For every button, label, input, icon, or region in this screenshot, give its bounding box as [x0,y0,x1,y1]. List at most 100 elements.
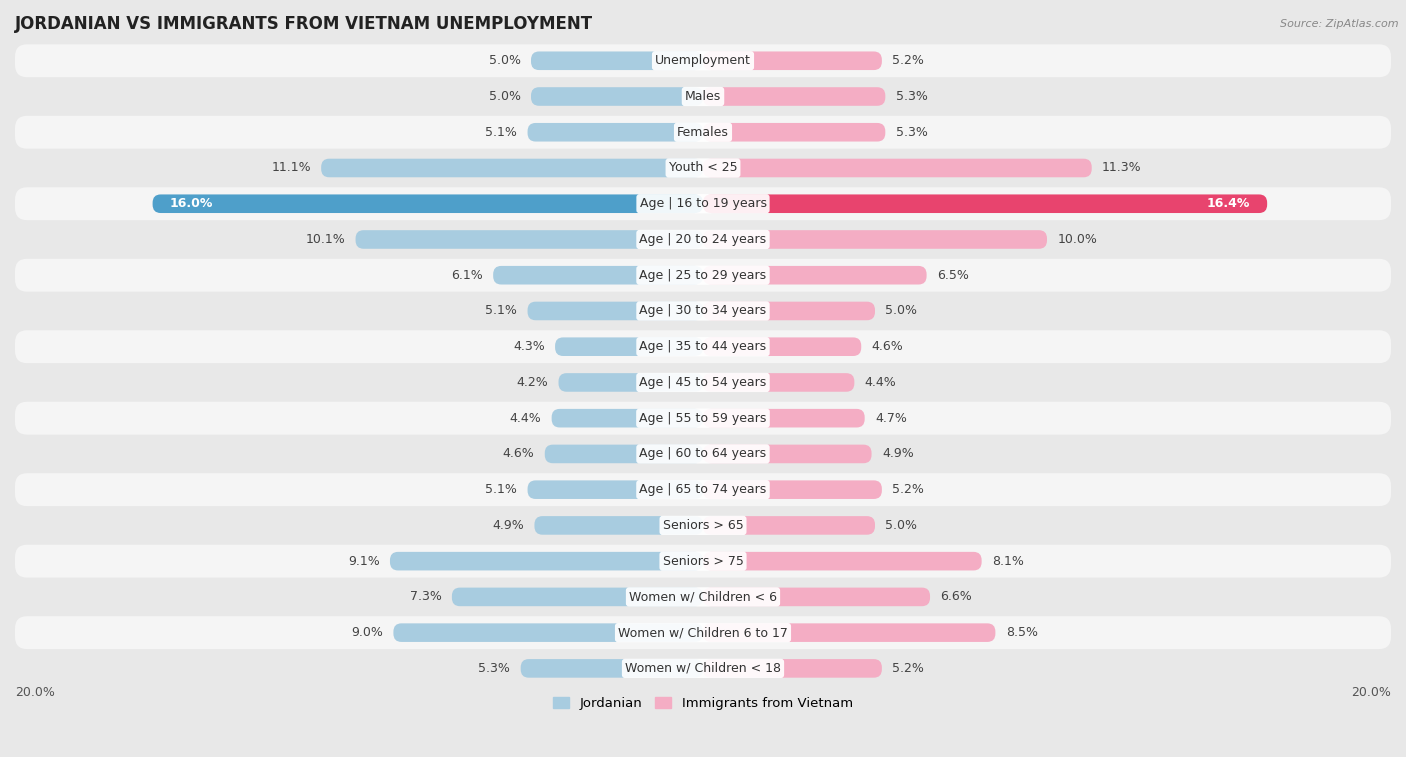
Text: 7.3%: 7.3% [409,590,441,603]
FancyBboxPatch shape [494,266,703,285]
FancyBboxPatch shape [15,652,1391,685]
Text: 5.2%: 5.2% [893,55,924,67]
FancyBboxPatch shape [15,330,1391,363]
Text: Females: Females [678,126,728,139]
FancyBboxPatch shape [394,623,703,642]
Text: Age | 60 to 64 years: Age | 60 to 64 years [640,447,766,460]
Text: 5.0%: 5.0% [489,90,520,103]
FancyBboxPatch shape [703,373,855,391]
Text: 5.2%: 5.2% [893,662,924,675]
FancyBboxPatch shape [527,302,703,320]
Text: 6.5%: 6.5% [936,269,969,282]
FancyBboxPatch shape [703,338,862,356]
Text: 10.1%: 10.1% [305,233,346,246]
Text: 5.3%: 5.3% [896,126,928,139]
FancyBboxPatch shape [153,195,703,213]
Text: 4.2%: 4.2% [516,376,548,389]
FancyBboxPatch shape [703,302,875,320]
FancyBboxPatch shape [451,587,703,606]
Text: 4.9%: 4.9% [492,519,524,532]
Text: Age | 30 to 34 years: Age | 30 to 34 years [640,304,766,317]
FancyBboxPatch shape [703,659,882,678]
Text: 8.5%: 8.5% [1005,626,1038,639]
Text: Seniors > 75: Seniors > 75 [662,555,744,568]
Text: 20.0%: 20.0% [15,687,55,699]
FancyBboxPatch shape [551,409,703,428]
Text: 11.3%: 11.3% [1102,161,1142,174]
Text: 16.0%: 16.0% [170,198,214,210]
Text: 6.6%: 6.6% [941,590,972,603]
Text: 5.1%: 5.1% [485,126,517,139]
Text: Age | 16 to 19 years: Age | 16 to 19 years [640,198,766,210]
FancyBboxPatch shape [520,659,703,678]
FancyBboxPatch shape [703,195,1267,213]
Text: Age | 25 to 29 years: Age | 25 to 29 years [640,269,766,282]
FancyBboxPatch shape [703,266,927,285]
FancyBboxPatch shape [558,373,703,391]
Text: 5.1%: 5.1% [485,483,517,496]
FancyBboxPatch shape [15,116,1391,148]
Text: Age | 45 to 54 years: Age | 45 to 54 years [640,376,766,389]
FancyBboxPatch shape [703,444,872,463]
FancyBboxPatch shape [15,45,1391,77]
Text: Unemployment: Unemployment [655,55,751,67]
FancyBboxPatch shape [555,338,703,356]
FancyBboxPatch shape [703,87,886,106]
Text: 20.0%: 20.0% [1351,687,1391,699]
Text: Males: Males [685,90,721,103]
Text: 9.1%: 9.1% [347,555,380,568]
FancyBboxPatch shape [703,481,882,499]
FancyBboxPatch shape [15,545,1391,578]
Text: Women w/ Children < 18: Women w/ Children < 18 [626,662,780,675]
FancyBboxPatch shape [15,294,1391,327]
Text: 4.6%: 4.6% [503,447,534,460]
FancyBboxPatch shape [15,223,1391,256]
FancyBboxPatch shape [15,581,1391,613]
FancyBboxPatch shape [703,623,995,642]
FancyBboxPatch shape [356,230,703,249]
Text: 5.0%: 5.0% [886,304,917,317]
Text: Age | 35 to 44 years: Age | 35 to 44 years [640,340,766,354]
FancyBboxPatch shape [15,366,1391,399]
Text: Age | 65 to 74 years: Age | 65 to 74 years [640,483,766,496]
FancyBboxPatch shape [531,51,703,70]
Text: 5.3%: 5.3% [896,90,928,103]
FancyBboxPatch shape [15,438,1391,470]
Text: 5.2%: 5.2% [893,483,924,496]
FancyBboxPatch shape [703,587,929,606]
FancyBboxPatch shape [321,159,703,177]
FancyBboxPatch shape [703,516,875,534]
Text: 11.1%: 11.1% [271,161,311,174]
Text: Source: ZipAtlas.com: Source: ZipAtlas.com [1281,19,1399,29]
Text: 4.6%: 4.6% [872,340,903,354]
FancyBboxPatch shape [531,87,703,106]
Text: 5.3%: 5.3% [478,662,510,675]
FancyBboxPatch shape [15,473,1391,506]
FancyBboxPatch shape [389,552,703,571]
Text: 5.1%: 5.1% [485,304,517,317]
FancyBboxPatch shape [703,552,981,571]
FancyBboxPatch shape [534,516,703,534]
Text: Women w/ Children 6 to 17: Women w/ Children 6 to 17 [619,626,787,639]
Text: 6.1%: 6.1% [451,269,482,282]
Text: 4.7%: 4.7% [875,412,907,425]
FancyBboxPatch shape [703,159,1091,177]
Text: Seniors > 65: Seniors > 65 [662,519,744,532]
Text: 10.0%: 10.0% [1057,233,1097,246]
Text: JORDANIAN VS IMMIGRANTS FROM VIETNAM UNEMPLOYMENT: JORDANIAN VS IMMIGRANTS FROM VIETNAM UNE… [15,15,593,33]
Text: Age | 20 to 24 years: Age | 20 to 24 years [640,233,766,246]
Text: Age | 55 to 59 years: Age | 55 to 59 years [640,412,766,425]
FancyBboxPatch shape [544,444,703,463]
FancyBboxPatch shape [15,151,1391,185]
Text: 4.4%: 4.4% [509,412,541,425]
FancyBboxPatch shape [15,80,1391,113]
Legend: Jordanian, Immigrants from Vietnam: Jordanian, Immigrants from Vietnam [548,691,858,715]
Text: 4.3%: 4.3% [513,340,544,354]
Text: 9.0%: 9.0% [352,626,382,639]
Text: 5.0%: 5.0% [489,55,520,67]
Text: 4.9%: 4.9% [882,447,914,460]
Text: 4.4%: 4.4% [865,376,897,389]
FancyBboxPatch shape [703,51,882,70]
Text: Women w/ Children < 6: Women w/ Children < 6 [628,590,778,603]
FancyBboxPatch shape [703,230,1047,249]
